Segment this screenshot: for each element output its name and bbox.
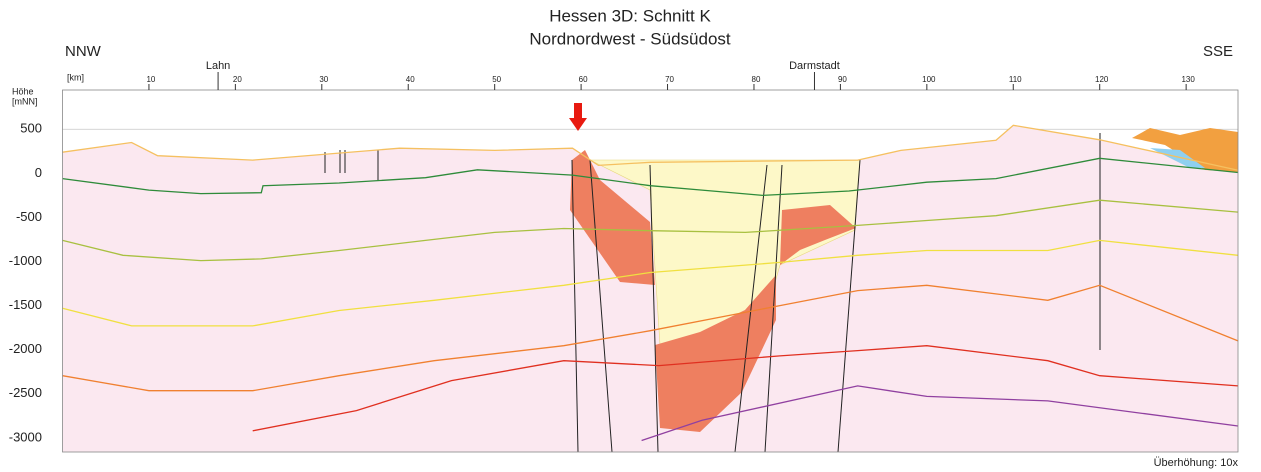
y-tick-label: 0 [35, 165, 42, 180]
x-tick-label: 60 [579, 75, 588, 84]
x-tick-label: 50 [492, 75, 501, 84]
x-tick-label: 110 [1009, 75, 1022, 84]
x-tick-label: 40 [406, 75, 415, 84]
x-axis-label: [km] [67, 72, 84, 82]
x-tick-label: 10 [146, 75, 155, 84]
location-arrow [569, 103, 587, 131]
x-tick-label: 30 [319, 75, 328, 84]
y-tick-label: 500 [20, 121, 42, 136]
x-tick-label: 20 [233, 75, 242, 84]
x-tick-label: 70 [665, 75, 674, 84]
y-axis-label: Höhe [12, 86, 34, 96]
y-tick-label: -3000 [9, 429, 42, 444]
place-label: Lahn [206, 60, 230, 72]
y-tick-label: -1500 [9, 297, 42, 312]
y-axis-label: [mNN] [12, 96, 38, 106]
chart-subtitle: Nordnordwest - Südsüdost [529, 29, 731, 48]
chart-title: Hessen 3D: Schnitt K [549, 6, 711, 25]
direction-left: NNW [65, 43, 102, 60]
y-tick-label: -2500 [9, 385, 42, 400]
x-tick-label: 100 [922, 75, 936, 84]
x-tick-label: 80 [752, 75, 761, 84]
x-tick-label: 90 [838, 75, 847, 84]
y-tick-label: -1000 [9, 253, 42, 268]
chart: Hessen 3D: Schnitt K Nordnordwest - Süds… [0, 0, 1261, 472]
direction-right: SSE [1203, 43, 1233, 60]
y-tick-label: -500 [16, 209, 42, 224]
place-label: Darmstadt [789, 60, 840, 72]
y-tick-label: -2000 [9, 341, 42, 356]
x-tick-label: 130 [1181, 75, 1195, 84]
footer: Überhöhung: 10x [1154, 457, 1239, 469]
x-tick-label: 120 [1095, 75, 1109, 84]
